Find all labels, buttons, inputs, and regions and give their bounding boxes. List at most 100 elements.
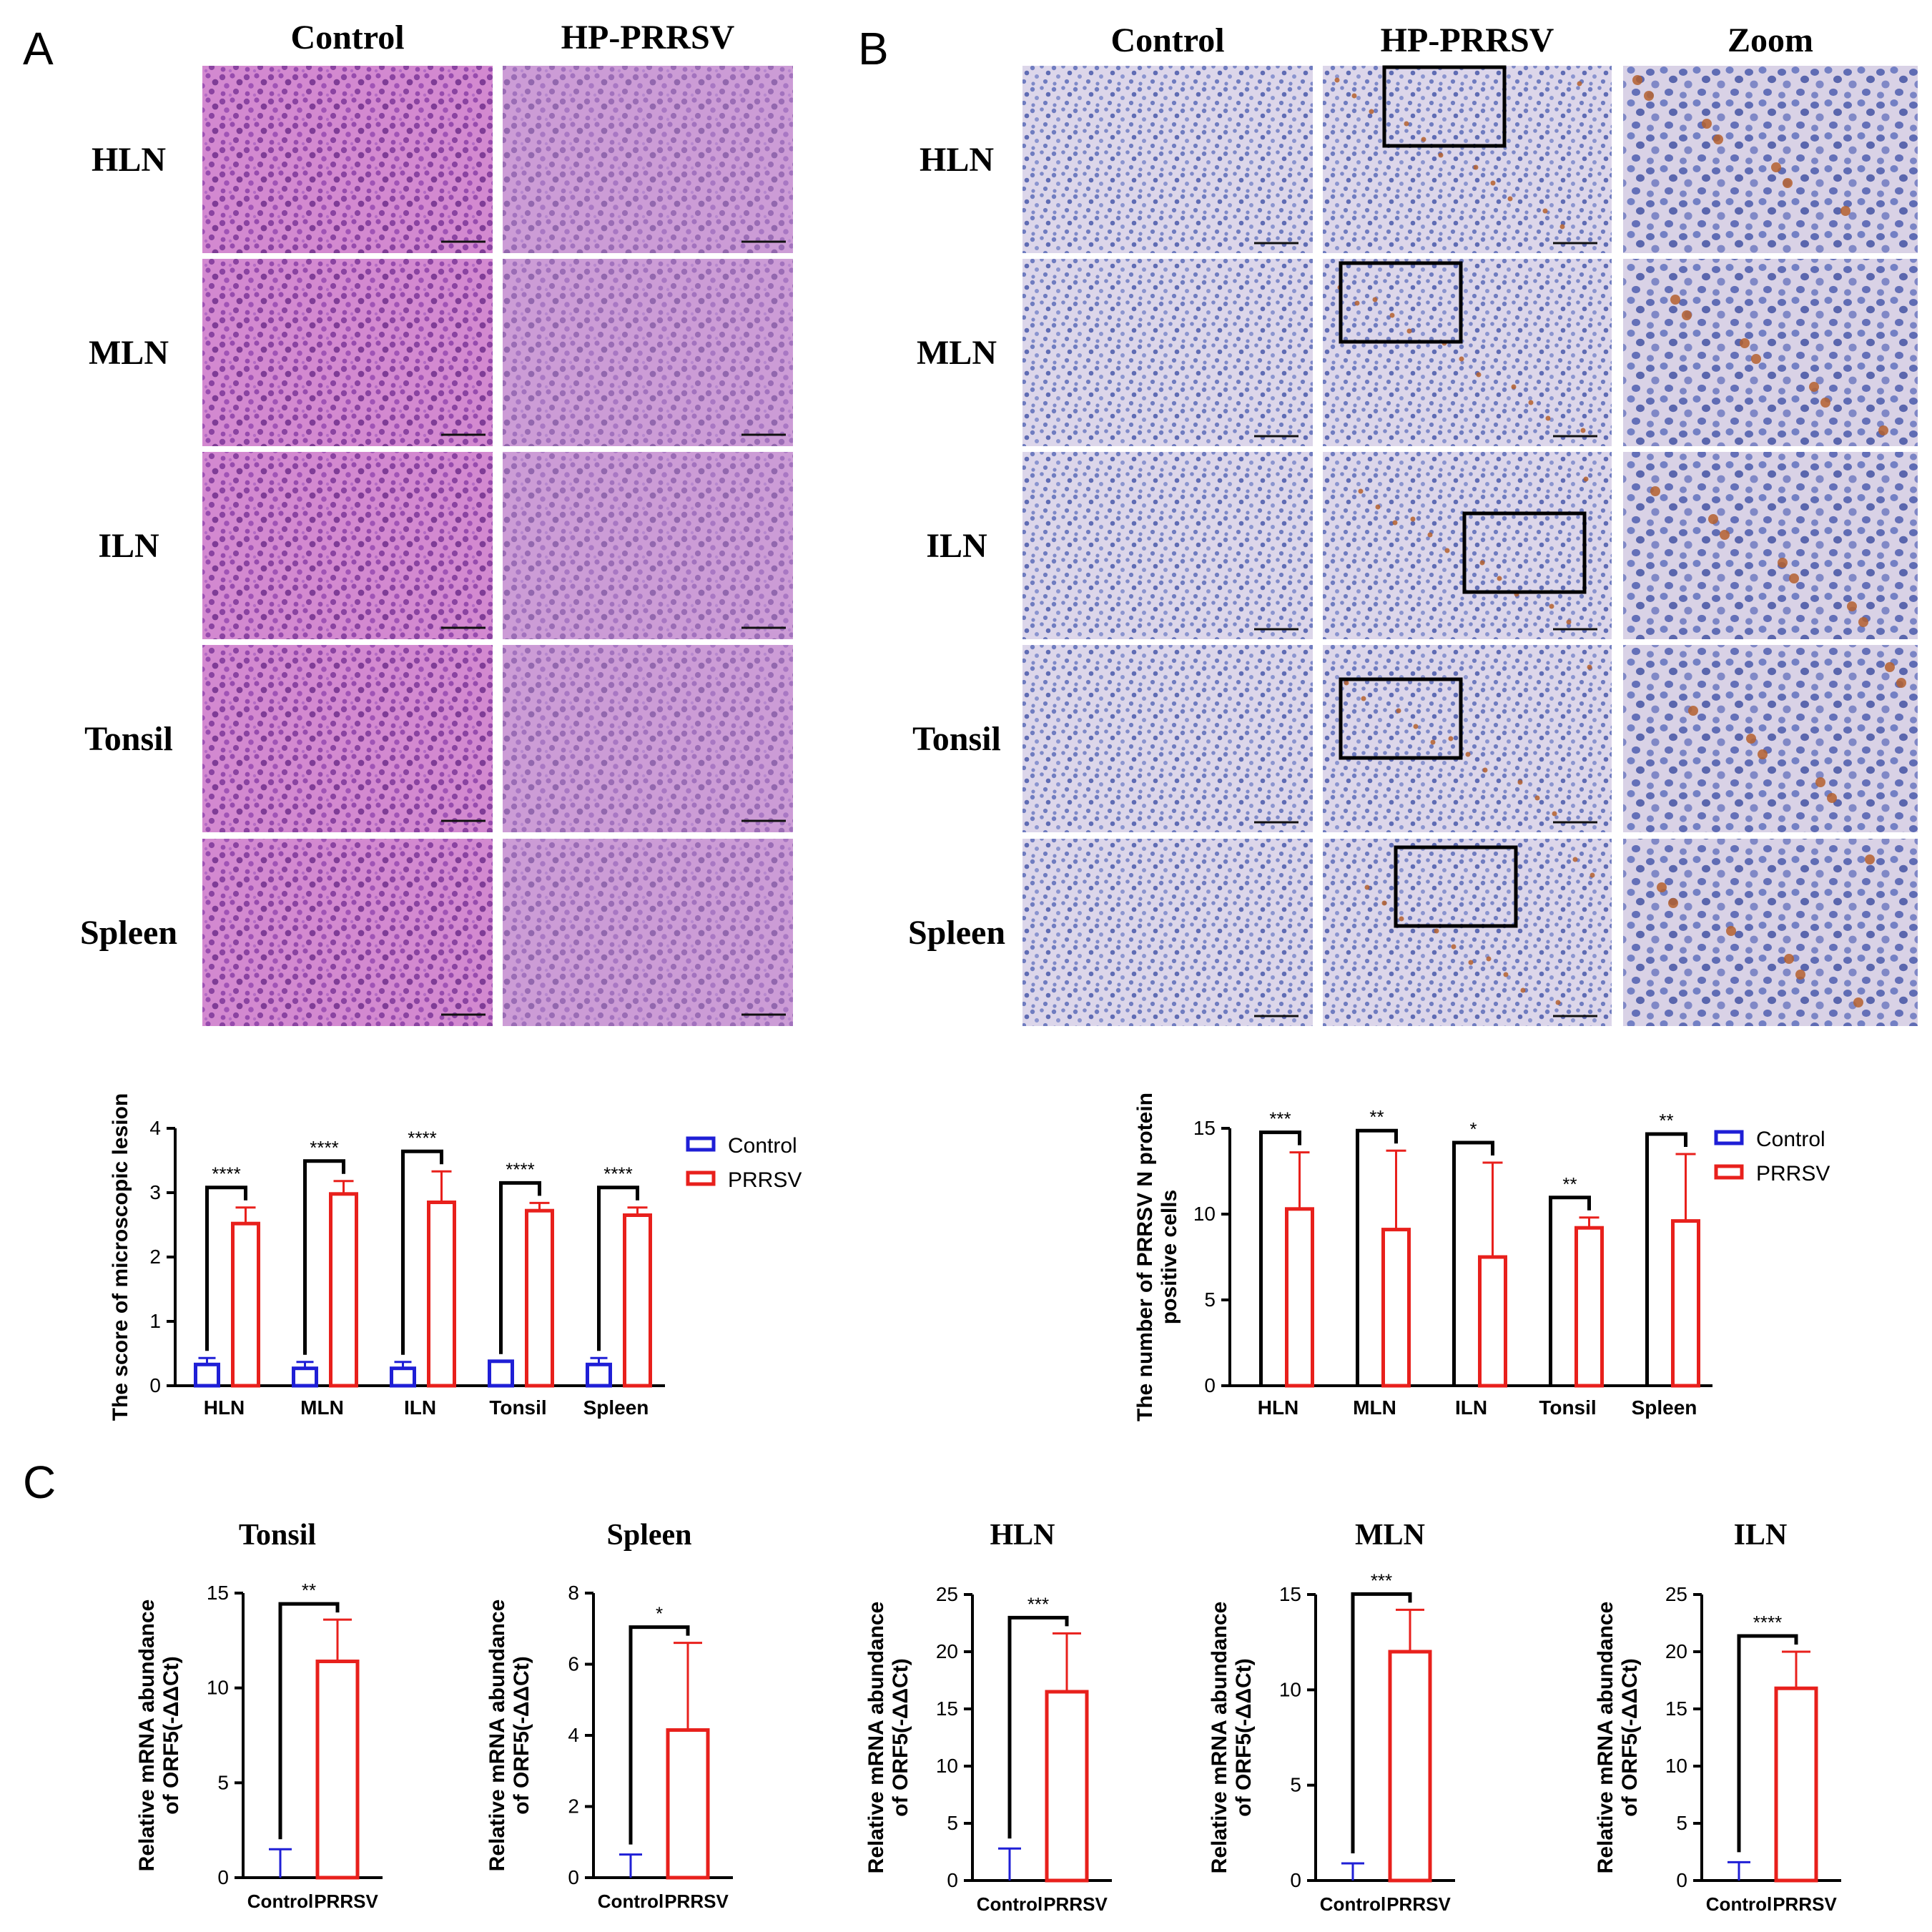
y-axis-label: Relative mRNA abundanceof ORF5(-ΔΔCt) — [1208, 1602, 1256, 1874]
micrograph-ihc-tonsil-zoom — [1623, 645, 1918, 832]
y-axis-label-line: Relative mRNA abundance — [1594, 1602, 1617, 1874]
category-group-iln: * ILN — [1452, 1118, 1507, 1419]
zoom-region-box — [1382, 65, 1507, 148]
positive-cell — [1465, 751, 1471, 757]
micrograph-ihc-mln-hp-prrsv — [1323, 259, 1612, 446]
positive-cell — [1784, 954, 1794, 964]
positive-cell — [1708, 514, 1718, 524]
y-tick-label: 25 — [936, 1583, 958, 1605]
legend-label-control: Control — [728, 1134, 797, 1158]
x-tick-label-prrsv: PRRSV — [664, 1891, 729, 1912]
y-tick-label: 8 — [568, 1582, 579, 1604]
zoom-region-box — [1394, 845, 1518, 928]
positive-cell — [1438, 152, 1444, 158]
panel-letter-a: A — [23, 23, 54, 74]
y-tick-label: 0 — [568, 1866, 579, 1888]
positive-cell — [1657, 882, 1667, 892]
positive-cell — [1720, 530, 1730, 540]
y-tick-label: 10 — [1279, 1678, 1301, 1700]
y-axis-label-line: The number of PRRSV N protein — [1133, 1093, 1157, 1421]
y-tick-label: 0 — [947, 1869, 958, 1891]
significance-bracket — [1356, 1128, 1398, 1386]
x-tick-label-tonsil: Tonsil — [489, 1396, 546, 1419]
positive-cell — [1688, 706, 1698, 716]
y-axis-label-line: positive cells — [1158, 1190, 1181, 1324]
x-tick-label-mln: MLN — [300, 1396, 344, 1419]
y-tick-label: 20 — [936, 1640, 958, 1662]
positive-cell — [1413, 724, 1419, 729]
positive-cell — [1668, 898, 1678, 908]
bar-prrsv — [1388, 1650, 1432, 1883]
chart-orf5-hln: HLN 0 5 10 15 20 25 Relative mRNA abundanceof O… — [864, 1519, 1112, 1915]
positive-cell — [1396, 708, 1401, 714]
category-group-spleen: ** Spleen — [1632, 1110, 1700, 1419]
positive-cell — [1364, 884, 1370, 890]
y-tick-label: 0 — [1290, 1869, 1301, 1891]
positive-cell — [1451, 944, 1457, 950]
positive-cell — [1566, 619, 1572, 625]
micrograph-ihc-hln-control — [1022, 66, 1313, 253]
panel-letter-c: C — [23, 1457, 56, 1508]
positive-cell — [1358, 488, 1364, 494]
micrograph-texture — [1623, 66, 1918, 253]
positive-cell — [1434, 928, 1439, 934]
row-label-iln: ILN — [98, 527, 159, 565]
significance-label: ** — [1369, 1106, 1384, 1128]
significance-bracket — [597, 1186, 639, 1351]
positive-cell — [1783, 178, 1793, 188]
micrograph-texture — [1623, 259, 1918, 446]
micrograph-texture — [202, 839, 493, 1026]
x-tick-label-control: Control — [1320, 1893, 1386, 1915]
y-tick-label: 15 — [1193, 1117, 1216, 1139]
y-tick-label: 2 — [568, 1795, 579, 1818]
y-axis-label-line: of ORF5(-ΔΔCt) — [1618, 1658, 1642, 1816]
bar-prrsv — [1045, 1690, 1089, 1883]
significance-label: **** — [506, 1158, 534, 1180]
legend-label-prrsv: PRRSV — [1756, 1162, 1830, 1186]
significance-bracket — [1452, 1140, 1494, 1386]
row-label-mln: MLN — [917, 334, 997, 372]
category-group-iln: **** ILN — [390, 1127, 456, 1419]
category-group-mln: ** MLN — [1353, 1106, 1411, 1419]
micrograph-he-spleen-hp-prrsv — [503, 839, 793, 1026]
positive-cell — [1375, 504, 1381, 510]
y-axis-label-line: of ORF5(-ΔΔCt) — [510, 1656, 533, 1814]
y-tick-label: 10 — [936, 1755, 958, 1777]
x-tick-label-tonsil: Tonsil — [1539, 1396, 1596, 1419]
y-tick-label: 15 — [1665, 1697, 1687, 1720]
micrograph-he-iln-control — [202, 452, 493, 639]
positive-cell — [1847, 601, 1857, 611]
significance-label: *** — [1371, 1569, 1392, 1591]
micrograph-he-tonsil-hp-prrsv — [503, 645, 793, 832]
positive-cell — [1476, 372, 1482, 378]
y-tick-label: 5 — [1676, 1812, 1687, 1834]
x-tick-label-control: Control — [598, 1891, 664, 1912]
micrograph-texture — [202, 259, 493, 446]
significance-bracket — [278, 1602, 340, 1840]
positive-cell — [1482, 767, 1488, 773]
positive-cell — [1726, 926, 1736, 936]
positive-cell — [1878, 425, 1888, 435]
positive-cell — [1528, 400, 1534, 405]
significance-bracket — [1259, 1130, 1301, 1386]
chart-orf5-iln: ILN 0 5 10 15 20 25 Relative mRNA abundanceof O… — [1594, 1519, 1841, 1915]
row-label-spleen: Spleen — [80, 914, 177, 952]
significance-label: ** — [302, 1579, 316, 1601]
significance-label: * — [1469, 1118, 1477, 1140]
chart-title: MLN — [1355, 1519, 1425, 1552]
positive-cell — [1771, 162, 1781, 172]
positive-cell — [1632, 75, 1642, 85]
panel-letter-b: B — [858, 23, 889, 74]
positive-cell — [1430, 739, 1436, 745]
positive-cell — [1820, 398, 1830, 408]
positive-cell — [1545, 415, 1551, 421]
chart-orf5-tonsil: Tonsil 0 5 10 15 Relative mRNA abundanceof OR… — [135, 1519, 383, 1912]
y-tick-label: 15 — [936, 1697, 958, 1720]
positive-cell — [1865, 854, 1875, 864]
positive-cell — [1507, 196, 1513, 202]
micrograph-texture — [1323, 839, 1612, 1026]
micrograph-tint — [202, 259, 493, 446]
bar-prrsv — [666, 1728, 710, 1880]
category-group-tonsil: ** Tonsil — [1539, 1173, 1604, 1419]
